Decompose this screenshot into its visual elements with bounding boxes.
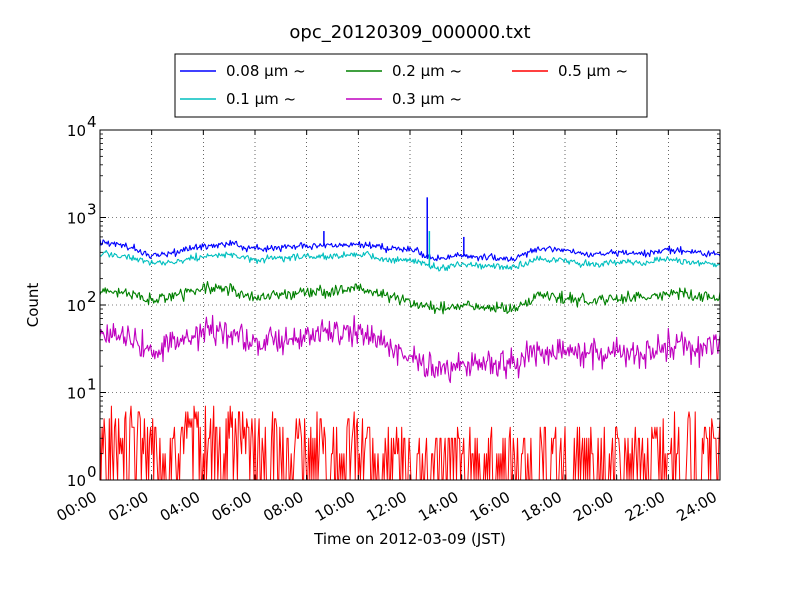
legend-label: 0.1 μm ~ — [226, 90, 296, 108]
legend-label: 0.3 μm ~ — [392, 90, 462, 108]
x-tick-label: 14:00 — [415, 488, 461, 525]
legend: 0.08 μm ~ 0.1 μm ~ 0.2 μm ~ 0.3 μm ~ 0.5 μm … — [174, 53, 648, 118]
series-line — [99, 280, 721, 315]
series-line — [99, 238, 721, 262]
x-tick-label: 00:00 — [54, 488, 100, 525]
x-tick-label: 04:00 — [157, 488, 203, 525]
legend-label: 0.5 μm ~ — [558, 62, 628, 80]
y-tick-label: 10 — [67, 472, 86, 490]
series-line — [99, 405, 721, 481]
series-line — [99, 249, 721, 272]
y-tick-exponent: 4 — [87, 113, 97, 131]
y-tick-label: 10 — [67, 385, 86, 403]
x-tick-label: 24:00 — [674, 488, 720, 525]
y-tick-label: 10 — [67, 210, 86, 228]
x-tick-label: 06:00 — [209, 488, 255, 525]
x-tick-label: 08:00 — [260, 488, 306, 525]
y-tick-exponent: 0 — [87, 463, 97, 481]
x-tick-label: 02:00 — [105, 488, 151, 525]
plot-area — [99, 197, 721, 481]
y-axis-label: Count — [24, 283, 42, 328]
x-tick-label: 22:00 — [622, 488, 668, 525]
x-tick-label: 18:00 — [519, 488, 565, 525]
grid — [99, 129, 721, 481]
y-tick-exponent: 2 — [87, 288, 97, 306]
legend-label: 0.2 μm ~ — [392, 62, 462, 80]
x-tick-label: 16:00 — [467, 488, 513, 525]
chart-title: opc_20120309_000000.txt — [289, 22, 530, 43]
series-line — [99, 314, 721, 384]
y-tick-exponent: 1 — [87, 376, 97, 394]
x-axis-label: Time on 2012-03-09 (JST) — [313, 530, 506, 548]
y-tick-exponent: 3 — [87, 201, 97, 219]
x-tick-label: 12:00 — [364, 488, 410, 525]
legend-box — [174, 53, 648, 118]
x-tick-label: 20:00 — [570, 488, 616, 525]
legend-label: 0.08 μm ~ — [226, 62, 306, 80]
y-tick-label: 10 — [67, 122, 86, 140]
y-tick-label: 10 — [67, 297, 86, 315]
x-tick-label: 10:00 — [312, 488, 358, 525]
